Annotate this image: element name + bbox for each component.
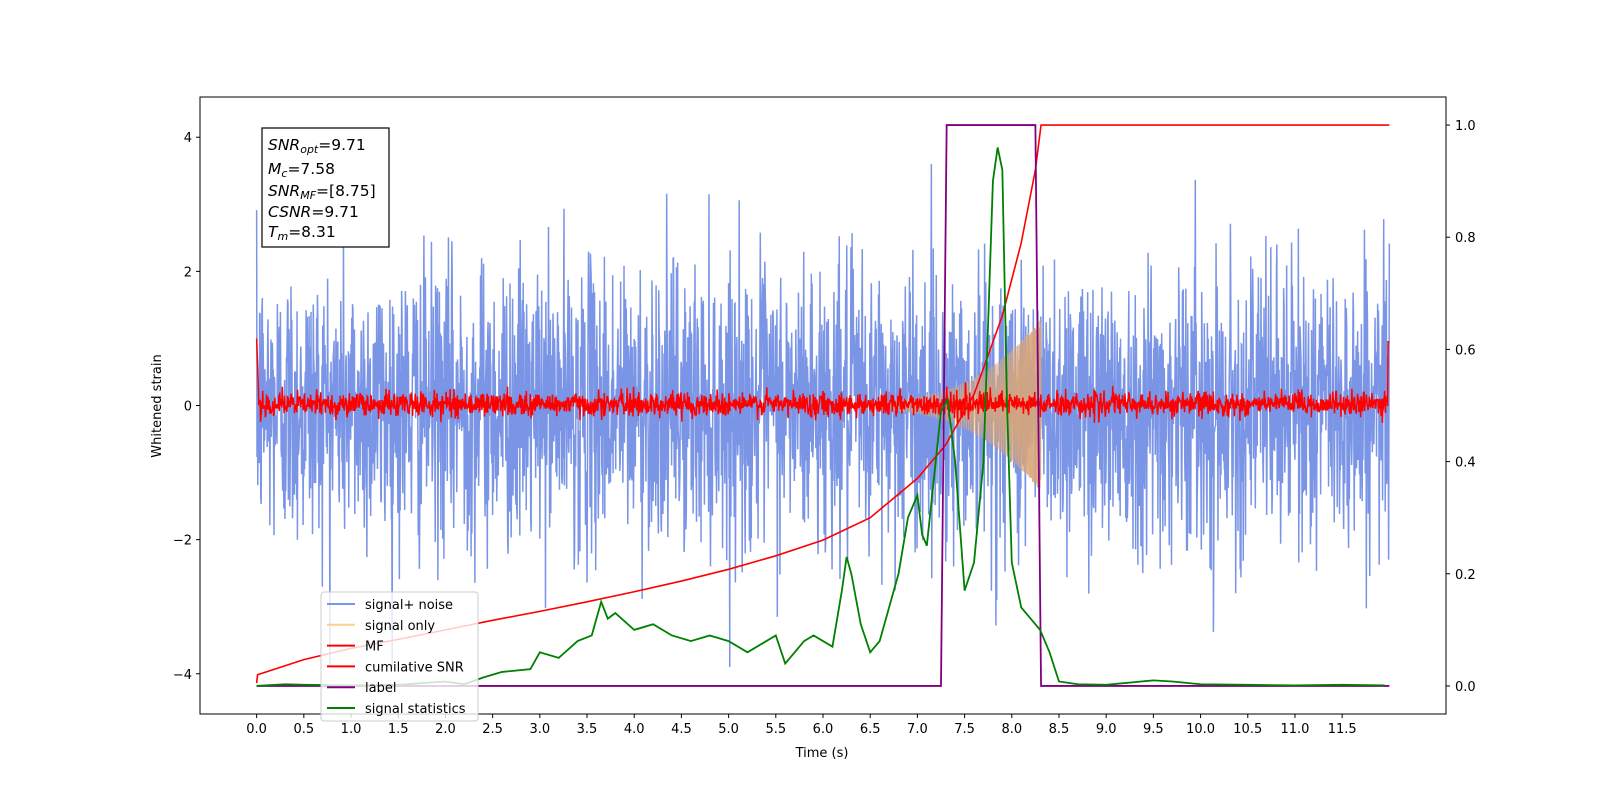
y-axis-label: Whitened strain [150, 354, 165, 457]
y-tick-label: 0 [184, 400, 192, 415]
annotation-frame [261, 127, 390, 248]
y-tick-label: −4 [173, 668, 192, 683]
x-tick-label: 10.5 [1233, 722, 1262, 737]
annotation-snr-opt: SNRopt=9.71 [268, 136, 366, 156]
x-tick-label: 9.0 [1096, 722, 1117, 737]
x-tick-label: 6.0 [813, 722, 834, 737]
series-signal-statistics-line [256, 147, 1385, 687]
y-axis-right: 0.0 0.2 0.4 0.6 0.8 1.0 [1446, 119, 1476, 695]
series-mf-line [255, 338, 1390, 424]
legend-items: signal+ noise signal only MF cumilative SNR… [327, 598, 466, 717]
x-tick-label: 11.0 [1280, 722, 1309, 737]
x-tick-label: 8.0 [1001, 722, 1022, 737]
x-tick-label: 11.5 [1328, 722, 1357, 737]
x-tick-label: 5.0 [718, 722, 739, 737]
y2-tick-label: 0.2 [1455, 568, 1476, 583]
legend-label: signal only [365, 619, 435, 634]
x-axis-label: Time (s) [795, 746, 849, 761]
annotation-mc: Mc=7.58 [268, 160, 335, 180]
legend-label: signal statistics [365, 702, 466, 717]
y-tick-label: −2 [173, 534, 192, 549]
legend-label: label [365, 681, 396, 696]
stats-annotation-box: SNRopt=9.71 Mc=7.58 SNRMF=[8.75] CSNR=9.… [261, 127, 390, 248]
annotation-tm: Tm=8.31 [268, 223, 336, 243]
x-tick-label: 5.5 [765, 722, 786, 737]
legend: signal+ noise signal only MF cumilative SNR… [320, 591, 479, 722]
x-tick-label: 2.5 [482, 722, 503, 737]
x-tick-label: 1.0 [341, 722, 362, 737]
y2-tick-label: 0.4 [1455, 456, 1476, 471]
y2-tick-label: 0.6 [1455, 343, 1476, 358]
x-tick-label: 2.0 [435, 722, 456, 737]
x-tick-label: 8.5 [1049, 722, 1070, 737]
y-axis-left: −4 −2 0 2 4 [173, 131, 200, 683]
y-tick-label: 2 [184, 265, 192, 280]
legend-frame [320, 591, 479, 722]
x-tick-label: 7.0 [907, 722, 928, 737]
x-tick-label: 3.5 [577, 722, 598, 737]
legend-label: signal+ noise [365, 598, 453, 613]
y2-tick-label: 1.0 [1455, 119, 1476, 134]
annotation-snr-mf: SNRMF=[8.75] [268, 182, 376, 202]
x-tick-label: 1.5 [388, 722, 409, 737]
x-tick-label: 6.5 [860, 722, 881, 737]
x-tick-label: 7.5 [954, 722, 975, 737]
x-tick-label: 0.5 [293, 722, 314, 737]
x-tick-label: 4.5 [671, 722, 692, 737]
legend-label: cumilative SNR [365, 660, 464, 675]
series-signal-noise-line [255, 163, 1391, 668]
y-tick-label: 4 [184, 131, 192, 146]
x-tick-label: 4.0 [624, 722, 645, 737]
series-label-line [256, 124, 1390, 687]
x-tick-label: 9.5 [1143, 722, 1164, 737]
legend-label: MF [365, 640, 384, 655]
x-tick-label: 10.0 [1186, 722, 1215, 737]
y2-tick-label: 0.8 [1455, 231, 1476, 246]
x-tick-label: 3.0 [529, 722, 550, 737]
x-tick-label: 0.0 [246, 722, 267, 737]
x-axis: 0.0 0.5 1.0 1.5 2.0 2.5 3.0 3.5 4.0 4.5 5.0 5.5 6.0 6… [246, 714, 1357, 737]
annotation-csnr: CSNR=9.71 [268, 203, 359, 221]
y2-tick-label: 0.0 [1455, 680, 1476, 695]
